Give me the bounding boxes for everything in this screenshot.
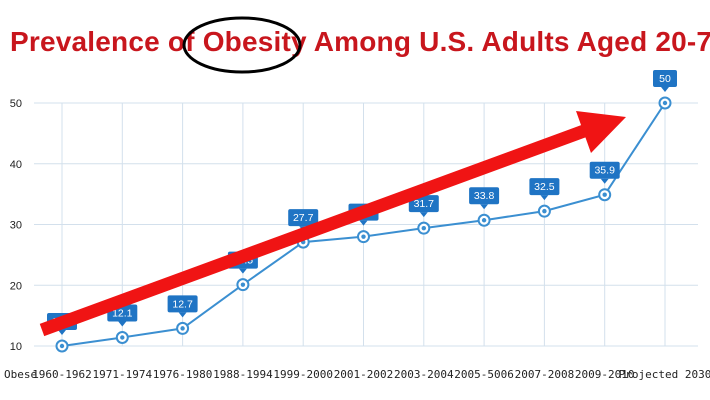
highlight-circle [182,16,302,74]
data-label: 12.7 [172,298,193,310]
title-prefix: Prevalence of [10,26,203,57]
data-label: 32.5 [534,181,555,193]
title-suffix: Among U.S. Adults Aged 20-74 [306,26,710,57]
data-label-pointer [540,195,549,201]
trend-arrow-shaft [39,124,587,337]
data-label: 35.9 [594,165,615,177]
x-tick-label: 2003-2004 [394,368,454,381]
title-highlight: Obesity [202,26,307,57]
data-point-center [542,208,547,214]
data-label-pointer [480,204,489,210]
data-label: 33.8 [474,190,495,202]
data-point-center [421,225,426,231]
x-tick-label: 1976-1980 [153,368,213,381]
y-tick-label: 20 [10,280,22,292]
data-point-center [240,282,246,287]
trend-arrow-head [576,111,626,153]
x-tick-label: 2007-2008 [515,368,575,381]
data-label: 50 [659,73,671,85]
data-point-center [120,335,125,340]
data-label-pointer [661,87,669,92]
x-tick-label: 2009-2010 [575,368,635,381]
x-tick-label: 1988-1994 [213,368,273,381]
data-label-pointer [58,330,66,335]
data-label-pointer [600,178,609,184]
y-tick-label: 50 [10,98,22,110]
data-point-center [361,234,366,239]
x-tick-label: 1999-2000 [273,368,333,381]
data-label-box [167,295,198,313]
trend-arrow [39,111,626,337]
data-label-pointer [359,220,368,226]
data-label: 27.7 [293,212,314,224]
data-label-pointer [419,212,428,218]
x-tick-label: 1960-1962 [32,368,92,381]
x-tick-label: 1971-1974 [92,368,152,381]
x-tick-label: 2001-2002 [334,368,394,381]
data-label: 31.7 [414,198,435,210]
data-label-pointer [178,312,187,318]
y-tick-label: 10 [10,341,22,353]
data-label: 12.1 [112,307,133,319]
x-tick-label: 2005-5006 [454,368,514,381]
data-label-box [529,178,560,196]
y-tick-label: 40 [10,159,22,171]
data-label-box [589,161,620,179]
data-label-box [469,187,500,205]
chart-grid [34,102,698,347]
data-label-pointer [118,321,127,327]
y-axis: 10 20 30 40 50 [10,98,22,353]
page-title: Prevalence of Obesity Among U.S. Adults … [10,26,710,58]
data-label-pointer [238,268,247,274]
data-point-center [180,326,185,331]
data-point-center [602,192,607,197]
y-tick-label: 30 [10,220,22,232]
data-point-center [481,218,487,223]
x-tick-label: Projected 2030 [619,368,710,381]
data-label-box [288,209,319,227]
data-point-center [59,343,65,349]
data-label-box [653,70,677,87]
data-point-center [662,100,668,106]
series-name-label: Obese [4,368,37,381]
